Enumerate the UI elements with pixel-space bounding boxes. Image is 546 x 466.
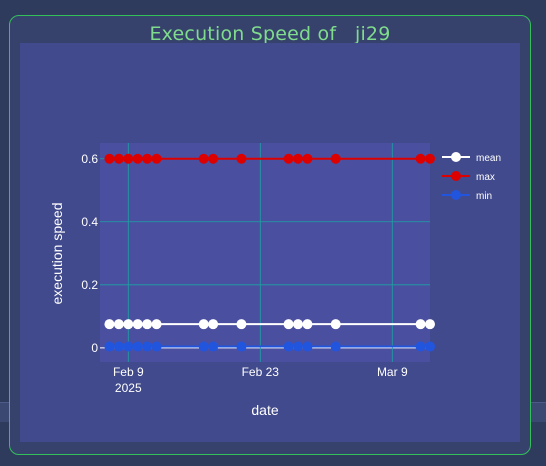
data-point-max xyxy=(208,153,219,164)
legend-item-min[interactable]: min xyxy=(442,190,492,202)
x-tick-label: Mar 9 xyxy=(377,365,408,379)
data-point-mean xyxy=(236,319,247,330)
x-axis-label: date xyxy=(251,402,278,418)
data-point-max xyxy=(132,153,143,164)
data-point-max xyxy=(104,153,115,164)
data-point-mean xyxy=(198,319,209,330)
data-point-min xyxy=(302,341,313,352)
data-point-min xyxy=(198,341,209,352)
data-point-max xyxy=(330,153,341,164)
data-point-min xyxy=(132,341,143,352)
data-point-mean xyxy=(132,319,143,330)
data-point-mean xyxy=(123,319,134,330)
legend-label: max xyxy=(476,172,495,183)
data-point-mean xyxy=(330,319,341,330)
data-point-min xyxy=(425,341,435,352)
y-tick-label: 0.2 xyxy=(81,278,98,292)
data-point-min xyxy=(151,341,162,352)
y-tick-label: 0 xyxy=(91,341,98,355)
chart-title: Execution Speed of ji29 xyxy=(149,23,391,45)
plot-area xyxy=(100,143,430,362)
y-axis-label: execution speed xyxy=(49,203,65,305)
data-point-max xyxy=(113,153,124,164)
legend-marker xyxy=(451,171,461,181)
data-point-max xyxy=(302,153,313,164)
data-point-min xyxy=(123,341,134,352)
legend-marker xyxy=(451,190,461,200)
data-point-mean xyxy=(283,319,294,330)
data-point-mean xyxy=(302,319,313,330)
data-point-min xyxy=(330,341,341,352)
data-point-min xyxy=(142,341,153,352)
data-point-min xyxy=(293,341,303,352)
data-point-min xyxy=(104,341,115,352)
data-point-max xyxy=(293,153,303,164)
axes: 0 0.2 0.4 0.6 Feb 9 2025 Feb 23 Mar 9 xyxy=(81,152,408,395)
data-point-max xyxy=(151,153,162,164)
x-tick-label: Feb 23 xyxy=(242,365,280,379)
data-point-max xyxy=(198,153,209,164)
series-min xyxy=(104,341,435,352)
data-point-min xyxy=(208,341,219,352)
data-point-mean xyxy=(151,319,162,330)
data-point-min xyxy=(113,341,124,352)
y-tick-label: 0.6 xyxy=(81,152,98,166)
y-tick-label: 0.4 xyxy=(81,215,98,229)
data-point-mean xyxy=(104,319,115,330)
legend-item-max[interactable]: max xyxy=(442,171,495,183)
data-point-min xyxy=(283,341,294,352)
series-max xyxy=(104,153,435,164)
data-point-mean xyxy=(293,319,303,330)
data-point-min xyxy=(236,341,247,352)
data-point-mean xyxy=(208,319,219,330)
data-point-mean xyxy=(425,319,435,330)
data-point-max xyxy=(415,153,426,164)
data-point-max xyxy=(425,153,435,164)
data-point-mean xyxy=(142,319,153,330)
legend-item-mean[interactable]: mean xyxy=(442,152,501,164)
data-point-max xyxy=(142,153,153,164)
series-mean xyxy=(104,319,435,330)
data-point-mean xyxy=(415,319,426,330)
legend[interactable]: mean max min xyxy=(437,143,508,210)
x-tick-sublabel: 2025 xyxy=(115,381,142,395)
series-layer xyxy=(104,153,435,352)
data-point-max xyxy=(236,153,247,164)
data-point-max xyxy=(283,153,294,164)
legend-label: mean xyxy=(476,153,501,164)
data-point-max xyxy=(123,153,134,164)
legend-label: min xyxy=(476,191,492,202)
data-point-min xyxy=(415,341,426,352)
x-tick-label: Feb 9 xyxy=(113,365,144,379)
data-point-mean xyxy=(113,319,124,330)
legend-marker xyxy=(451,152,461,162)
